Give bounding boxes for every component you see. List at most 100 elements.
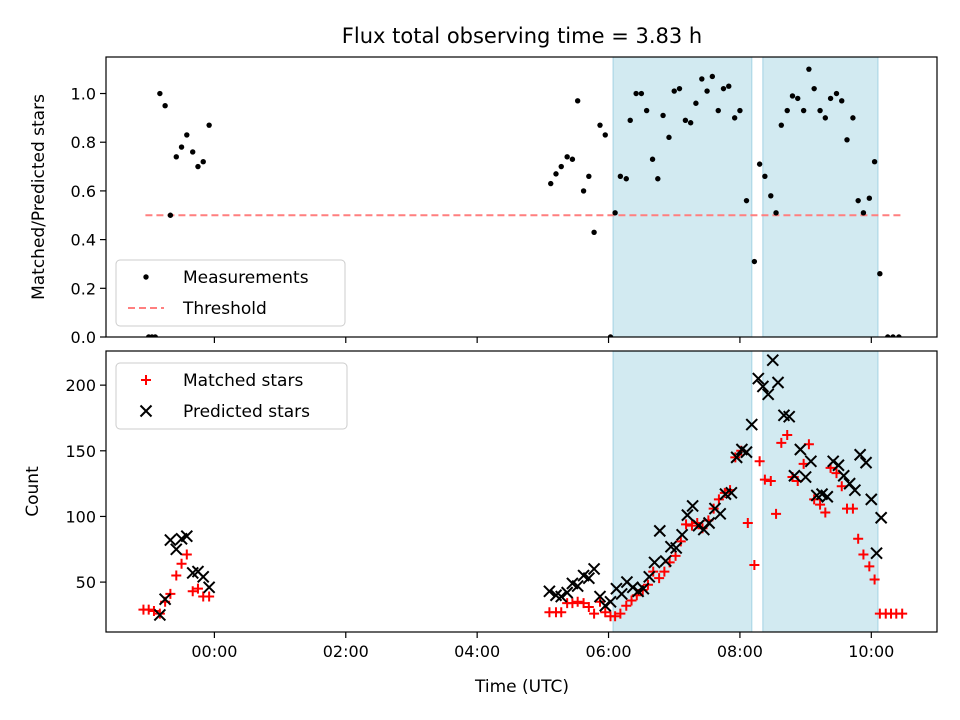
matched-stars-point bbox=[583, 602, 594, 613]
matched-stars-point bbox=[742, 518, 753, 529]
legend-label: Predicted stars bbox=[183, 402, 310, 422]
measurements-point bbox=[877, 270, 883, 277]
chart-title: Flux total observing time = 3.83 h bbox=[342, 24, 702, 48]
matched-stars-point bbox=[572, 596, 583, 607]
matched-stars-point bbox=[192, 583, 203, 594]
predicted-stars-point bbox=[648, 556, 661, 569]
x-tick-label: 06:00 bbox=[585, 642, 631, 661]
predicted-stars-point bbox=[659, 554, 672, 568]
predicted-stars-point bbox=[821, 490, 834, 503]
measurements-point bbox=[693, 100, 699, 106]
matched-stars-point bbox=[713, 494, 724, 505]
legend-marker-measurements bbox=[143, 274, 149, 280]
legend-label: Matched stars bbox=[183, 371, 303, 391]
matched-stars-point bbox=[621, 600, 632, 611]
measurements-point bbox=[726, 83, 732, 89]
measurements-point bbox=[737, 107, 743, 114]
x-axis-label: Time (UTC) bbox=[474, 677, 569, 697]
measurements-point bbox=[871, 158, 878, 165]
plot-area-ratio bbox=[145, 57, 902, 337]
predicted-stars-point bbox=[761, 388, 775, 401]
predicted-stars-point bbox=[180, 529, 194, 543]
predicted-stars-point bbox=[756, 380, 770, 393]
measurements-point bbox=[704, 88, 710, 94]
measurements-point bbox=[597, 122, 603, 128]
y-axis-label: Matched/Predicted stars bbox=[29, 94, 49, 300]
measurements-point bbox=[649, 156, 656, 162]
measurements-point bbox=[743, 197, 750, 204]
predicted-stars-point bbox=[859, 456, 873, 469]
predicted-stars-point bbox=[799, 470, 812, 484]
legend-marker-predicted-stars bbox=[139, 404, 153, 418]
measurements-point bbox=[200, 158, 206, 165]
matched-stars-point bbox=[181, 549, 192, 560]
matched-stars-point bbox=[897, 608, 908, 619]
y-tick-label: 150 bbox=[65, 442, 96, 461]
matched-stars-point bbox=[659, 566, 670, 577]
measurements-point bbox=[795, 95, 801, 102]
y-tick-label: 50 bbox=[76, 573, 96, 592]
measurements-point bbox=[773, 210, 779, 216]
measurements-point bbox=[855, 197, 861, 204]
predicted-stars-point bbox=[874, 511, 888, 524]
measurements-point bbox=[751, 258, 758, 265]
predicted-stars-point bbox=[794, 443, 807, 456]
predicted-stars-point bbox=[702, 516, 716, 530]
predicted-stars-point bbox=[681, 508, 694, 522]
measurements-point bbox=[762, 173, 768, 180]
predicted-stars-point bbox=[766, 353, 779, 367]
matched-stars-point bbox=[204, 591, 215, 602]
measurements-point bbox=[666, 134, 672, 141]
matched-stars-point bbox=[610, 611, 621, 622]
measurements-point bbox=[152, 334, 158, 337]
predicted-stars-point bbox=[782, 410, 796, 423]
matched-stars-point bbox=[820, 507, 831, 518]
matched-stars-point bbox=[600, 607, 611, 618]
predicted-stars-point bbox=[571, 579, 584, 593]
predicted-stars-point bbox=[197, 570, 210, 584]
predicted-stars-point bbox=[837, 469, 850, 482]
y-tick-label: 100 bbox=[65, 507, 96, 526]
measurements-point bbox=[687, 120, 694, 126]
measurements-point bbox=[866, 195, 873, 201]
measurements-point bbox=[162, 102, 168, 109]
matched-stars-point bbox=[869, 574, 880, 585]
ratio-panel: 0.0 0.2 0.4 0.6 0.8 1.0 Matched/Predicted star… bbox=[29, 56, 938, 347]
predicted-stars-point bbox=[771, 376, 785, 389]
measurements-point bbox=[655, 176, 661, 182]
matched-stars-point bbox=[187, 586, 198, 597]
measurements-point bbox=[623, 176, 629, 182]
predicted-stars-point bbox=[725, 486, 738, 500]
legend-ratio: Measurements Threshold bbox=[115, 259, 346, 327]
measurements-point bbox=[173, 154, 179, 160]
matched-stars-point bbox=[589, 608, 600, 619]
x-tick-label: 02:00 bbox=[323, 642, 369, 661]
predicted-stars-point bbox=[153, 608, 167, 622]
measurements-point bbox=[157, 90, 163, 97]
matched-stars-point bbox=[556, 607, 567, 618]
measurements-point bbox=[617, 173, 624, 180]
measurements-point bbox=[553, 171, 559, 177]
matched-stars-point bbox=[765, 475, 776, 486]
matched-stars-point bbox=[853, 533, 864, 544]
measurements-point bbox=[715, 107, 721, 114]
matched-stars-point bbox=[626, 595, 637, 606]
predicted-stars-point bbox=[675, 528, 689, 542]
matched-stars-point bbox=[864, 561, 875, 572]
measurements-point bbox=[671, 88, 677, 94]
predicted-stars-point bbox=[804, 455, 818, 468]
predicted-stars-point bbox=[593, 590, 607, 603]
measurements-point bbox=[195, 163, 201, 170]
predicted-stars-point bbox=[587, 562, 601, 576]
y-tick-label: 0.6 bbox=[71, 182, 96, 201]
measurements-point bbox=[756, 161, 763, 167]
predicted-stars-point bbox=[752, 372, 765, 385]
predicted-stars-point bbox=[158, 592, 172, 606]
x-tick-label: 04:00 bbox=[454, 642, 500, 661]
measurements-point bbox=[699, 76, 705, 82]
predicted-stars-point bbox=[543, 585, 556, 598]
y-tick-label: 0.4 bbox=[71, 231, 96, 250]
measurements-point bbox=[827, 95, 834, 102]
matched-stars-point bbox=[847, 503, 858, 514]
legend-box bbox=[115, 362, 348, 430]
